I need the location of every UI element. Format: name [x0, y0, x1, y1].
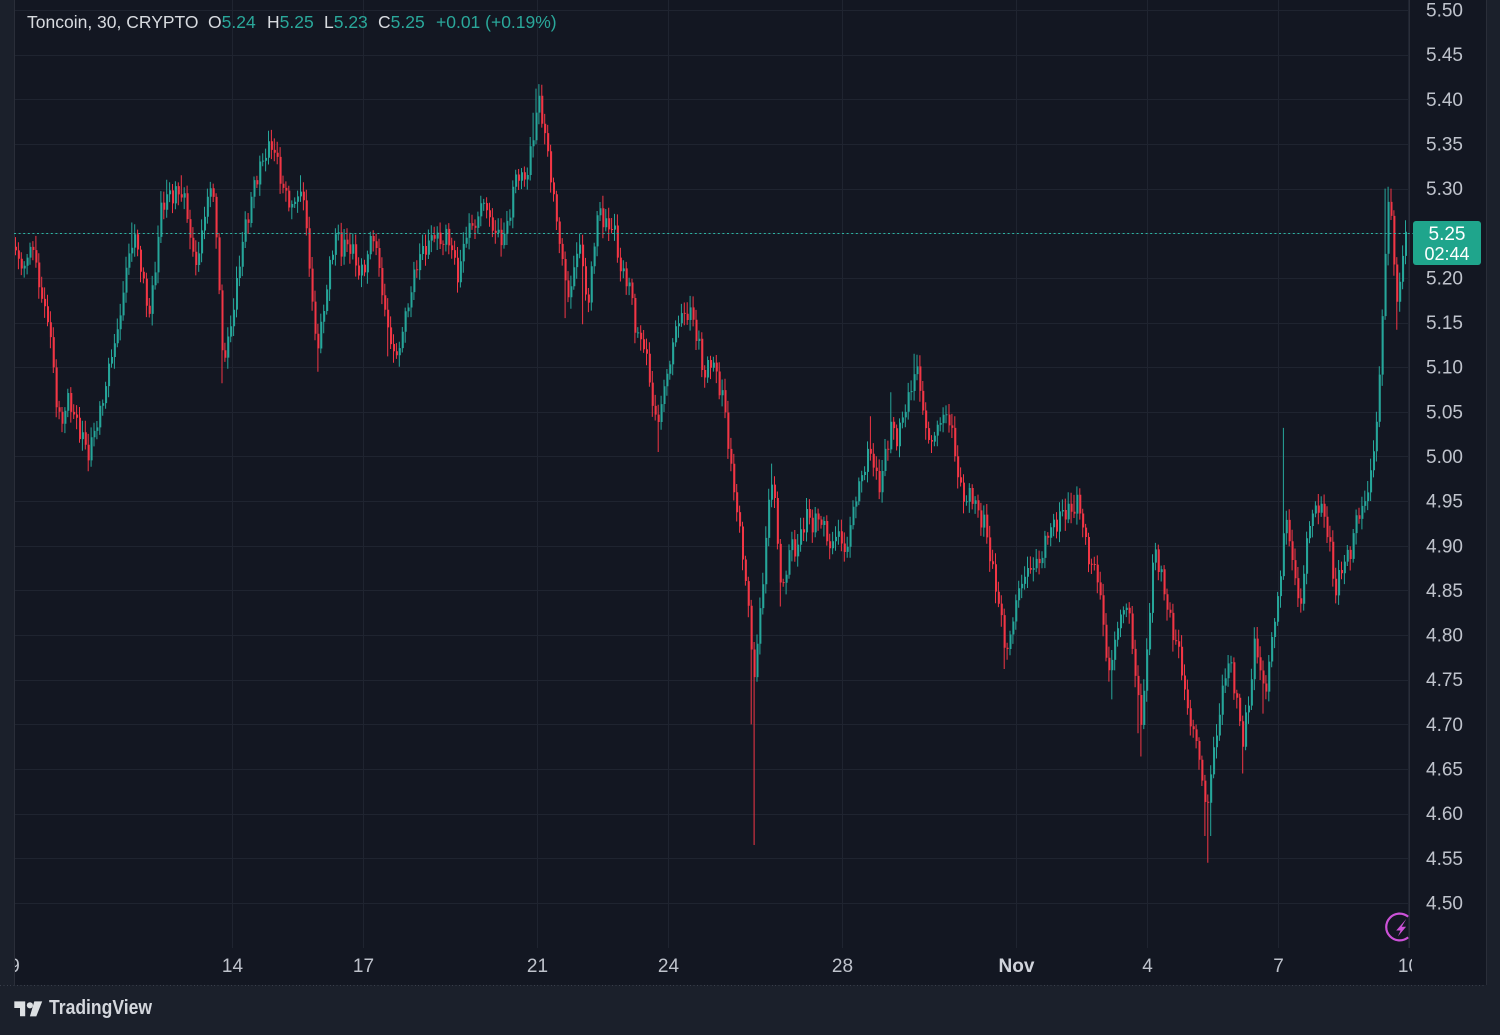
svg-text:5.45: 5.45 — [1426, 45, 1463, 66]
svg-text:17: 17 — [353, 956, 374, 977]
svg-text:5.50: 5.50 — [1426, 1, 1463, 22]
svg-text:4: 4 — [1142, 956, 1153, 977]
svg-text:H5.25: H5.25 — [267, 12, 314, 32]
svg-text:4.60: 4.60 — [1426, 804, 1463, 825]
svg-text:4.90: 4.90 — [1426, 536, 1463, 557]
svg-text:21: 21 — [527, 956, 548, 977]
svg-text:O5.24: O5.24 — [208, 12, 256, 32]
svg-text:02:44: 02:44 — [1424, 244, 1469, 264]
svg-text:5.00: 5.00 — [1426, 447, 1463, 468]
svg-text:5.05: 5.05 — [1426, 402, 1463, 423]
svg-text:C5.25: C5.25 — [378, 12, 425, 32]
svg-text:4.95: 4.95 — [1426, 492, 1463, 513]
svg-text:4.55: 4.55 — [1426, 849, 1463, 870]
svg-text:4.85: 4.85 — [1426, 581, 1463, 602]
svg-text:5.25: 5.25 — [1429, 224, 1466, 245]
svg-text:5.40: 5.40 — [1426, 90, 1463, 111]
svg-text:24: 24 — [658, 956, 680, 977]
svg-text:7: 7 — [1273, 956, 1284, 977]
svg-text:10: 10 — [1398, 956, 1419, 977]
svg-text:9: 9 — [9, 956, 20, 977]
svg-text:4.75: 4.75 — [1426, 670, 1463, 691]
svg-text:TradingView: TradingView — [49, 997, 152, 1019]
svg-text:4.50: 4.50 — [1426, 894, 1463, 915]
svg-text:5.15: 5.15 — [1426, 313, 1463, 334]
svg-text:14: 14 — [222, 956, 244, 977]
svg-text:4.80: 4.80 — [1426, 626, 1463, 647]
svg-text:5.30: 5.30 — [1426, 179, 1463, 200]
svg-text:5.10: 5.10 — [1426, 358, 1463, 379]
svg-text:4.65: 4.65 — [1426, 760, 1463, 781]
svg-text:5.35: 5.35 — [1426, 135, 1463, 156]
svg-text:+0.01 (+0.19%): +0.01 (+0.19%) — [436, 12, 557, 32]
svg-text:28: 28 — [832, 956, 853, 977]
svg-text:L5.23: L5.23 — [324, 12, 368, 32]
svg-text:Nov: Nov — [999, 956, 1035, 977]
svg-text:Toncoin, 30, CRYPTO: Toncoin, 30, CRYPTO — [27, 12, 199, 32]
svg-text:5.20: 5.20 — [1426, 268, 1463, 289]
svg-text:4.70: 4.70 — [1426, 715, 1463, 736]
